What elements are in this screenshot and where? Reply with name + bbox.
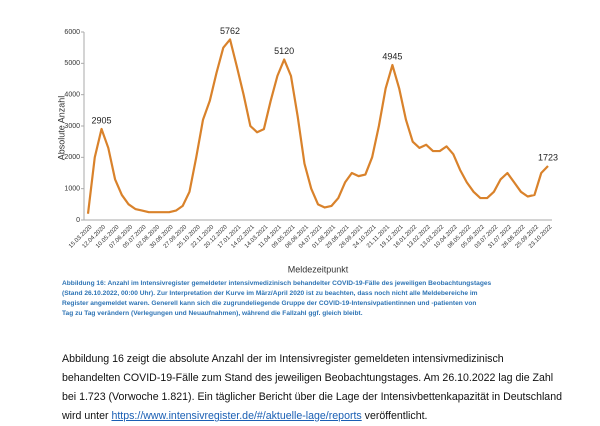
y-tick-label: 3000: [64, 123, 80, 130]
caption-line: Abbildung 16: Anzahl im Intensivregister…: [62, 280, 492, 287]
caption-line: Tag zu Tag verändern (Verlegungen und Ne…: [62, 310, 363, 317]
data-label: 1723: [538, 152, 558, 162]
y-tick-label: 5000: [64, 60, 80, 67]
y-tick-label: 0: [76, 217, 80, 224]
y-tick-label: 1000: [64, 186, 80, 193]
data-label: 2905: [92, 115, 112, 125]
chart: Absolute Anzahl Meldezeitpunkt 0 1000 2000…: [56, 26, 558, 275]
y-tick-label: 2000: [64, 154, 80, 161]
y-tick-label: 6000: [64, 29, 80, 36]
paragraph: Abbildung 16 zeigt die absolute Anzahl d…: [62, 350, 562, 426]
caption-line: Register angemeldet waren. Generell kann…: [62, 300, 477, 307]
data-line: [86, 38, 549, 214]
caption-line: (Stand 26.10.2022, 00:00 Uhr). Zur Inter…: [62, 290, 478, 297]
y-axis-label: Absolute Anzahl: [56, 96, 66, 161]
x-axis-label: Meldezeitpunkt: [288, 264, 349, 274]
data-label: 4945: [382, 51, 402, 61]
caption: Abbildung 16: Anzahl im Intensivregister…: [62, 279, 582, 319]
report-link[interactable]: https://www.intensivregister.de/#/aktuel…: [111, 410, 362, 422]
paragraph-text-end: veröffentlicht.: [361, 410, 428, 422]
y-tick-label: 4000: [64, 92, 80, 99]
data-label: 5120: [274, 46, 294, 56]
paragraph-text: Abbildung 16 zeigt die absolute Anzahl d…: [62, 353, 562, 422]
data-label: 5762: [220, 26, 240, 36]
